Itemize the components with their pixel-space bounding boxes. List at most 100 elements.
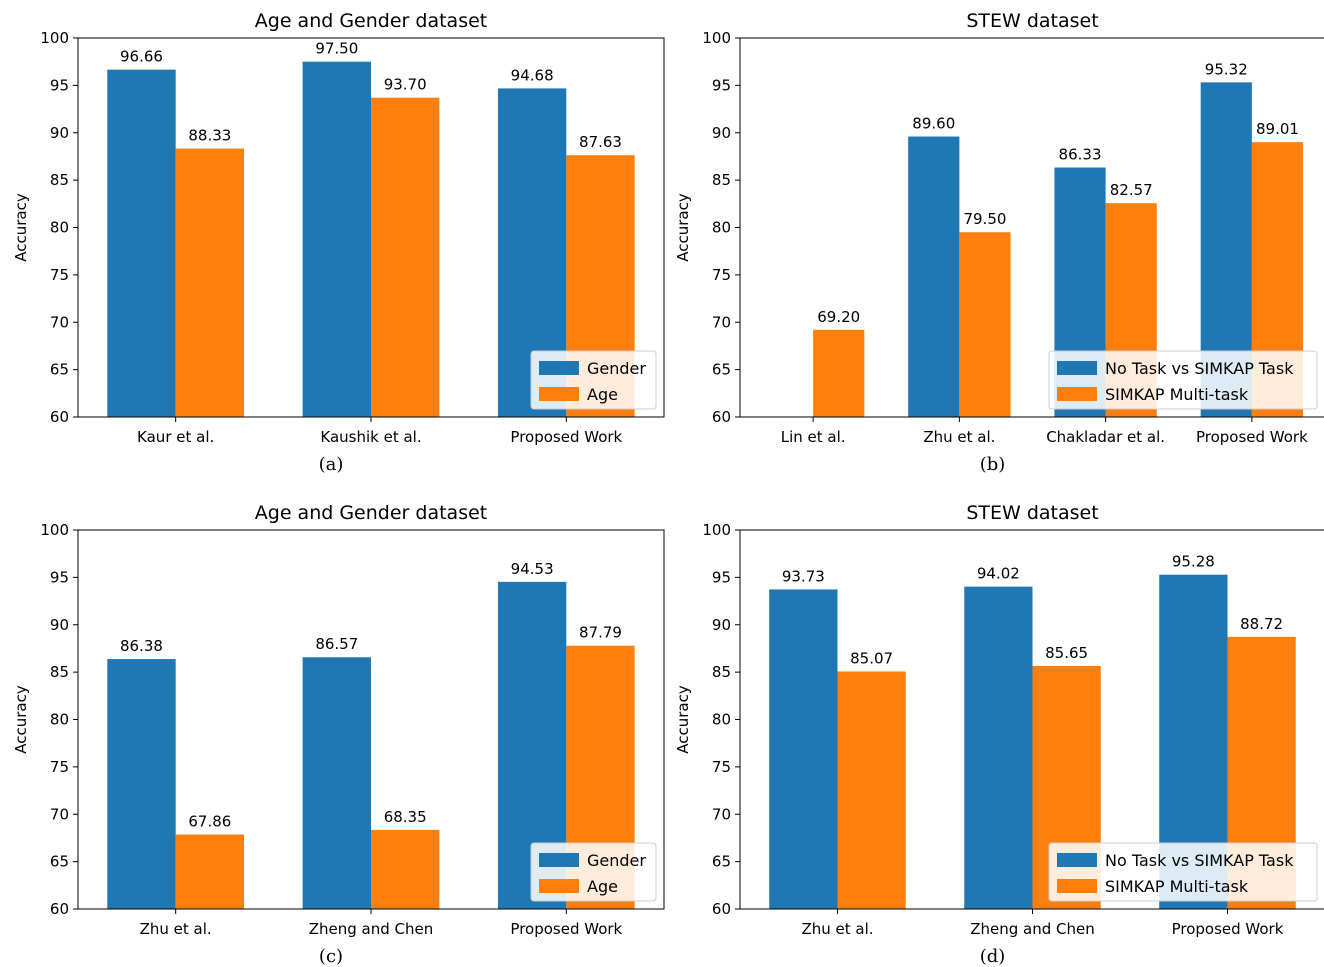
data-label: 94.68: [511, 66, 554, 84]
chart-panel-2: 89.60 86.33 95.32 69.20 79.50 82.57 89.01 60 65 7…: [674, 10, 1324, 475]
x-tick-label: Kaur et al.: [137, 428, 214, 446]
legend-swatch: [1057, 879, 1097, 893]
legend-entry: SIMKAP Multi-task: [1105, 385, 1249, 404]
bar-1-2: [302, 61, 371, 417]
data-label: 94.02: [977, 565, 1020, 583]
data-label: 87.63: [579, 133, 622, 151]
y-tick-label: 65: [50, 853, 69, 871]
data-label: 69.20: [817, 308, 860, 326]
data-label: 93.73: [782, 567, 825, 585]
data-label: 86.57: [315, 635, 358, 653]
y-tick-label: 80: [712, 711, 731, 729]
y-tick-label: 60: [712, 900, 731, 918]
bar-2-2: [371, 829, 440, 909]
y-tick-label: 85: [50, 663, 69, 681]
panel-caption: (c): [319, 946, 343, 967]
data-label: 86.38: [120, 637, 163, 655]
y-tick-label: 65: [712, 853, 731, 871]
y-tick-label: 100: [40, 521, 69, 539]
legend-entry: Age: [587, 877, 618, 896]
data-label: 87.79: [579, 624, 622, 642]
y-axis-label: Accuracy: [12, 685, 30, 754]
x-tick-label: Proposed Work: [1172, 920, 1284, 938]
legend-swatch: [539, 361, 579, 375]
x-tick-label: Zheng and Chen: [309, 920, 434, 938]
data-label: 82.57: [1110, 181, 1153, 199]
chart-title: Age and Gender dataset: [255, 10, 487, 32]
legend-entry: No Task vs SIMKAP Task: [1105, 359, 1294, 378]
y-tick-label: 85: [712, 171, 731, 189]
y-tick-label: 80: [712, 219, 731, 237]
y-tick-label: 90: [50, 124, 69, 142]
bar-2-2: [371, 97, 440, 417]
legend: No Task vs SIMKAP Task SIMKAP Multi-task: [1048, 842, 1318, 902]
y-tick-label: 95: [50, 568, 69, 586]
bar-1-2: [908, 136, 960, 418]
data-label: 68.35: [384, 808, 427, 826]
y-tick-label: 75: [50, 758, 69, 776]
data-label: 79.50: [963, 210, 1006, 228]
y-tick-label: 90: [50, 616, 69, 634]
bar-1-2: [302, 657, 371, 909]
legend-swatch: [539, 879, 579, 893]
bar-2-2: [959, 232, 1011, 417]
data-label: 95.32: [1205, 60, 1248, 78]
data-label: 85.07: [850, 649, 893, 667]
y-tick-label: 90: [712, 616, 731, 634]
data-label: 96.66: [120, 48, 163, 66]
data-label: 95.28: [1172, 553, 1215, 571]
y-tick-label: 95: [712, 568, 731, 586]
y-tick-label: 80: [50, 711, 69, 729]
x-tick-label: Proposed Work: [510, 428, 622, 446]
x-tick-label: Lin et al.: [781, 428, 846, 446]
legend-entry: Gender: [587, 851, 646, 870]
y-tick-label: 65: [712, 361, 731, 379]
legend-swatch: [1057, 853, 1097, 867]
data-label: 97.50: [315, 40, 358, 58]
y-tick-label: 100: [702, 29, 731, 47]
legend: No Task vs SIMKAP Task SIMKAP Multi-task: [1048, 350, 1318, 410]
bar-1-2: [964, 586, 1033, 909]
y-tick-label: 75: [712, 758, 731, 776]
bar-1-1: [769, 589, 838, 909]
x-tick-label: Zheng and Chen: [970, 920, 1095, 938]
y-tick-label: 85: [712, 663, 731, 681]
legend-entry: Age: [587, 385, 618, 404]
x-tick-label: Zhu et al.: [140, 920, 212, 938]
data-label: 85.65: [1045, 644, 1088, 662]
y-tick-label: 100: [40, 29, 69, 47]
y-tick-label: 60: [50, 900, 69, 918]
bar-2-1: [175, 148, 245, 418]
data-label: 67.86: [188, 813, 231, 831]
x-tick-label: Proposed Work: [510, 920, 622, 938]
data-label: 88.72: [1240, 615, 1283, 633]
data-label: 86.33: [1059, 146, 1102, 164]
x-tick-label: Proposed Work: [1196, 428, 1308, 446]
panel-caption: (b): [980, 454, 1006, 475]
y-tick-label: 65: [50, 361, 69, 379]
x-tick-label: Kaushik et al.: [320, 428, 421, 446]
bar-2-1: [813, 329, 865, 417]
y-tick-label: 60: [50, 408, 69, 426]
legend: Gender Age: [530, 842, 657, 902]
chart-panel-3: 86.38 86.57 94.53 67.86 68.35 87.79 60 65 70 75 80…: [12, 502, 665, 967]
y-tick-label: 70: [712, 313, 731, 331]
y-axis-label: Accuracy: [12, 193, 30, 262]
legend: Gender Age: [530, 350, 657, 410]
x-tick-label: Zhu et al.: [923, 428, 995, 446]
y-tick-label: 70: [712, 805, 731, 823]
y-tick-label: 70: [50, 805, 69, 823]
legend-entry: Gender: [587, 359, 646, 378]
y-tick-label: 75: [50, 266, 69, 284]
data-label: 93.70: [384, 76, 427, 94]
y-axis-label: Accuracy: [674, 193, 692, 262]
y-tick-label: 70: [50, 313, 69, 331]
legend-box: [1048, 350, 1318, 410]
data-label: 89.60: [912, 115, 955, 133]
chart-panel-1: 96.66 97.50 94.68 88.33 93.70 87.63 60 65 70 75 80…: [12, 10, 665, 475]
data-label: 88.33: [188, 127, 231, 145]
y-tick-label: 60: [712, 408, 731, 426]
y-tick-label: 90: [712, 124, 731, 142]
chart-title: STEW dataset: [966, 10, 1098, 32]
